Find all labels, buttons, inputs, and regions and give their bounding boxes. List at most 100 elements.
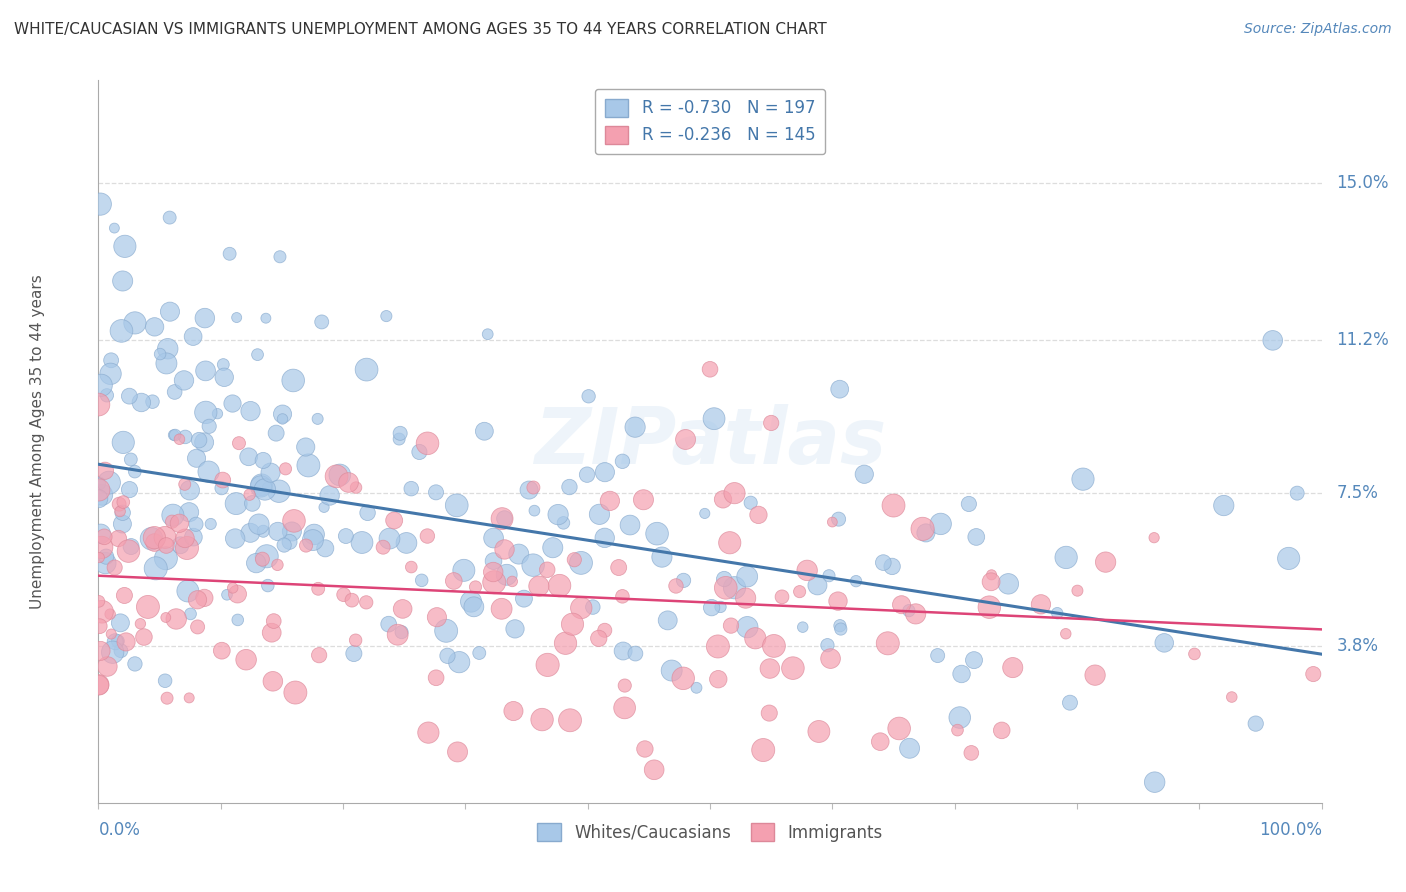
Point [426,610,449,624]
Point [1184,647,1206,661]
Point [541,541,564,555]
Point [124,316,146,330]
Point [252,524,274,539]
Point [278,534,301,549]
Point [651,550,673,565]
Point [1153,636,1175,650]
Point [87,483,110,497]
Point [416,436,439,450]
Point [828,382,851,396]
Point [723,486,745,500]
Point [108,497,131,511]
Point [672,574,695,588]
Point [612,454,634,468]
Point [101,645,124,659]
Point [98,607,121,622]
Point [820,651,842,665]
Point [118,389,141,403]
Point [547,508,569,522]
Point [389,426,412,441]
Point [382,513,405,527]
Point [495,567,517,582]
Point [634,742,657,756]
Point [173,477,195,491]
Point [898,741,921,756]
Point [124,657,146,671]
Point [399,482,422,496]
Point [792,620,814,634]
Point [883,499,905,513]
Point [474,424,496,438]
Point [463,599,485,614]
Point [1029,597,1052,611]
Point [90,541,112,555]
Point [111,516,134,531]
Point [253,483,276,497]
Point [508,547,530,561]
Point [391,602,413,616]
Point [1278,551,1301,566]
Point [927,648,949,663]
Point [344,633,367,648]
Point [1066,583,1088,598]
Point [215,588,238,602]
Point [561,617,583,632]
Point [335,529,357,543]
Point [593,624,616,638]
Point [245,556,267,570]
Point [821,515,844,529]
Point [187,620,209,634]
Point [612,644,634,658]
Point [271,412,294,426]
Legend: Whites/Caucasians, Immigrants: Whites/Caucasians, Immigrants [530,817,890,848]
Point [308,648,330,663]
Point [491,511,513,525]
Point [872,556,894,570]
Point [160,515,183,529]
Point [416,529,439,543]
Point [87,678,110,692]
Point [155,610,177,624]
Point [169,538,191,552]
Point [624,420,647,434]
Point [87,491,110,506]
Point [391,625,413,640]
Point [578,389,600,403]
Point [155,356,177,370]
Point [531,713,554,727]
Point [181,329,204,343]
Point [281,524,304,539]
Point [104,560,127,574]
Point [714,581,737,595]
Point [830,622,852,636]
Point [312,500,335,515]
Point [709,599,731,614]
Point [87,476,110,491]
Point [110,324,132,338]
Point [876,636,898,650]
Point [104,634,127,648]
Point [266,558,288,572]
Point [703,411,725,425]
Point [111,506,134,520]
Point [307,582,329,596]
Point [740,496,762,510]
Point [107,532,129,546]
Point [256,480,278,494]
Point [163,428,186,442]
Point [889,722,911,736]
Text: 11.2%: 11.2% [1336,332,1389,350]
Point [1054,550,1077,565]
Point [711,492,734,507]
Point [211,473,233,487]
Point [665,579,688,593]
Text: Unemployment Among Ages 35 to 44 years: Unemployment Among Ages 35 to 44 years [30,274,45,609]
Point [250,477,273,491]
Point [228,436,250,450]
Point [246,348,269,362]
Point [89,619,111,633]
Point [897,604,920,618]
Point [193,591,215,605]
Point [90,378,112,392]
Point [990,723,1012,738]
